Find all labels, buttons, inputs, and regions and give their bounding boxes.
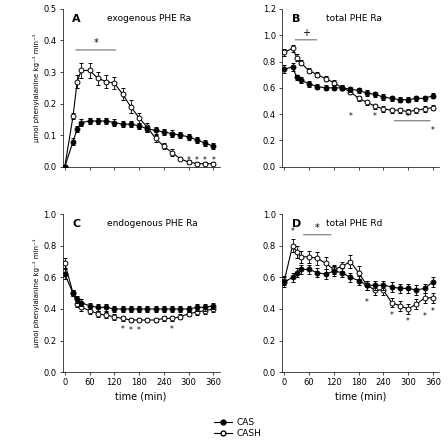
Text: *: * [211, 156, 215, 165]
Text: *: * [406, 112, 410, 120]
Text: *: * [431, 126, 435, 135]
Text: exogenous PHE Ra: exogenous PHE Ra [107, 14, 191, 23]
Text: *: * [137, 326, 141, 335]
Text: *: * [121, 325, 125, 334]
Text: *: * [187, 156, 190, 165]
Y-axis label: μmol phenylalanine kg⁻¹ min⁻¹: μmol phenylalanine kg⁻¹ min⁻¹ [34, 34, 40, 142]
Text: *: * [390, 311, 393, 319]
Text: B: B [292, 14, 300, 23]
Text: *: * [349, 112, 352, 120]
Text: *: * [291, 226, 294, 236]
Text: D: D [292, 219, 301, 229]
Legend: CAS, CASH: CAS, CASH [214, 418, 261, 439]
Text: C: C [72, 219, 80, 229]
X-axis label: time (min): time (min) [116, 392, 167, 401]
Text: *: * [129, 326, 133, 335]
Text: endogenous PHE Ra: endogenous PHE Ra [107, 219, 197, 228]
X-axis label: time (min): time (min) [335, 392, 386, 401]
Text: total PHE Rd: total PHE Rd [326, 219, 383, 228]
Text: *: * [203, 156, 207, 165]
Text: total PHE Ra: total PHE Ra [326, 14, 382, 23]
Text: *: * [315, 223, 320, 233]
Y-axis label: μmol phenylalanine kg⁻¹ min⁻¹: μmol phenylalanine kg⁻¹ min⁻¹ [34, 239, 40, 347]
Text: *: * [431, 307, 435, 316]
Text: *: * [406, 317, 410, 326]
Text: *: * [373, 112, 377, 120]
Text: *: * [195, 156, 199, 165]
Text: *: * [170, 325, 174, 334]
Text: A: A [72, 14, 81, 23]
Text: *: * [93, 39, 98, 48]
Text: +: + [302, 28, 310, 39]
Text: *: * [422, 312, 426, 321]
Text: *: * [365, 298, 369, 307]
